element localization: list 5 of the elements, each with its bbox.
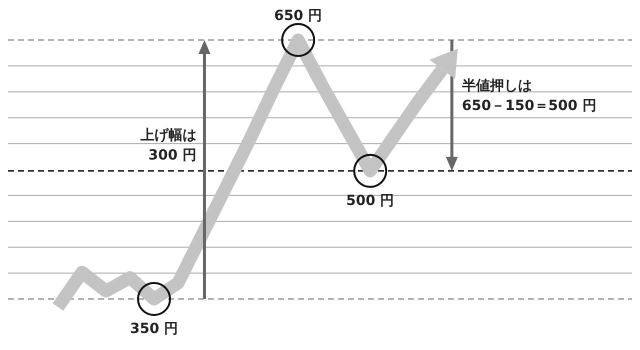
text: 650 円 <box>274 8 322 24</box>
text: 半値押しは 650－150＝500 円 <box>460 78 596 114</box>
annotation: 上げ幅は 300 円 <box>139 128 196 164</box>
annotation: 500 円 <box>346 192 394 209</box>
text: 350 円 <box>130 321 178 338</box>
